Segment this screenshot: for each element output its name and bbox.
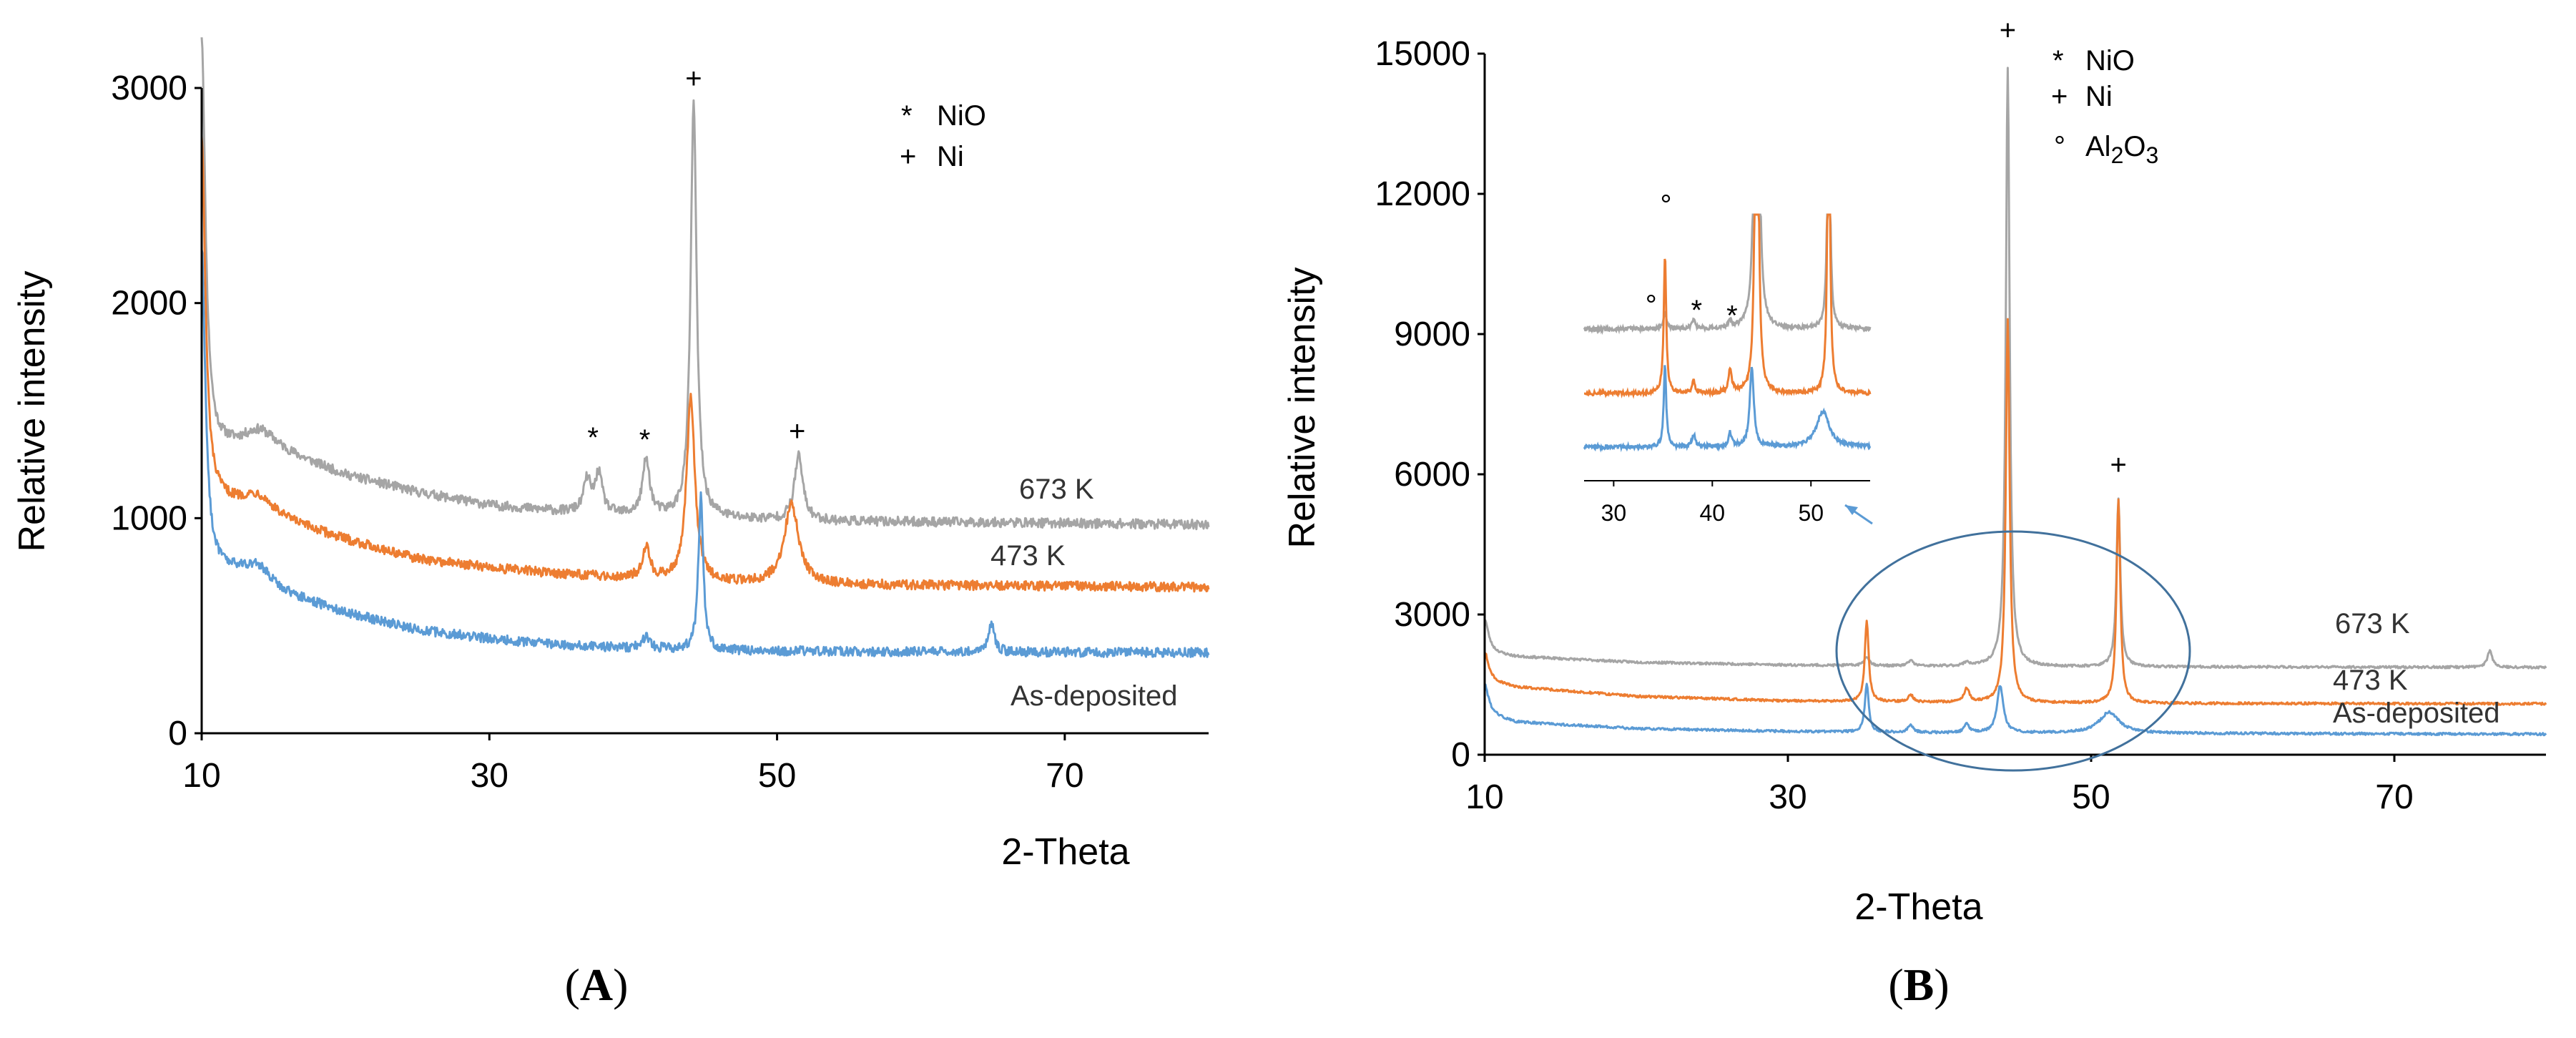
chart-b-ticks: 0 3000 6000 9000 12000 15000 10 30 50 70 (1375, 35, 2414, 816)
panel-a-letter: A (580, 959, 613, 1010)
chart-b-inset: 30 40 50 ° ° * * (1573, 190, 1874, 526)
ytick-label-b-15000: 15000 (1375, 35, 1470, 73)
chart-a-ticks: 0 1000 2000 3000 10 30 50 70 (111, 69, 1083, 795)
inset-background (1573, 215, 1874, 497)
chart-b-x-label: 2-Theta (1854, 886, 1982, 928)
xtick-label-a-50: 50 (758, 757, 796, 795)
ytick-label-a-2000: 2000 (111, 285, 187, 323)
ytick-label-b-12000: 12000 (1375, 175, 1470, 213)
legend-a-text-1: NiO (937, 100, 986, 132)
legend-b-sub-2: 2 (2111, 142, 2124, 168)
legend-b-symbol-2: + (2051, 81, 2068, 112)
panel-b-letter: B (1904, 959, 1935, 1010)
xtick-label-b-10: 10 (1465, 778, 1503, 816)
ytick-label-a-3000: 3000 (111, 69, 187, 107)
peak-marker-a-1: * (587, 422, 599, 454)
chart-a-peak-markers: + * * + (587, 63, 805, 456)
ytick-label-b-0: 0 (1451, 736, 1470, 774)
inset-series-673-k (1583, 213, 1872, 336)
peak-marker-a-0: + (685, 63, 702, 94)
xtick-label-a-30: 30 (471, 757, 508, 795)
legend-b-sub-3: 3 (2146, 142, 2159, 168)
inset-xtick-label-30: 30 (1601, 500, 1627, 526)
ytick-label-b-9000: 9000 (1394, 315, 1470, 353)
legend-b-al: Al (2085, 131, 2111, 162)
inset-series-473-k (1584, 213, 1872, 399)
chart-b-series-group (1483, 67, 2547, 737)
legend-a-symbol-2: + (900, 141, 916, 172)
peak-marker-b-1: + (2110, 449, 2126, 481)
label-b-as-deposited: As-deposited (2333, 697, 2499, 729)
series-b-673-k (1483, 67, 2547, 670)
legend-b-text-1: NiO (2085, 45, 2135, 77)
legend-a-text-2: Ni (937, 141, 964, 172)
xtick-label-b-50: 50 (2072, 778, 2110, 816)
zoom-region-ellipse (1835, 530, 2191, 772)
xtick-label-b-70: 70 (2375, 778, 2413, 816)
chart-b-legend: * NiO + Ni ° Al2O3 (2051, 45, 2158, 168)
legend-b-symbol-3: ° (2054, 131, 2065, 162)
ytick-label-a-1000: 1000 (111, 499, 187, 537)
inset-peak-markers: ° ° * * (1646, 190, 1738, 332)
inset-marker-3: * (1726, 300, 1738, 332)
xtick-label-a-10: 10 (182, 757, 220, 795)
inset-series-group (1583, 213, 1872, 453)
legend-b-o: O (2123, 131, 2145, 162)
ytick-label-b-6000: 6000 (1394, 456, 1470, 494)
chart-a-series-group (200, 37, 1210, 658)
inset-xtick-label-40: 40 (1700, 500, 1726, 526)
inset-connector-arrowhead (1845, 505, 1858, 515)
legend-b-text-3: Al2O3 (2085, 131, 2158, 168)
ytick-label-a-0: 0 (168, 715, 187, 753)
xtick-label-a-70: 70 (1046, 757, 1083, 795)
xtick-label-b-30: 30 (1769, 778, 1806, 816)
legend-b-symbol-1: * (2053, 45, 2064, 77)
series-a-673-k (200, 37, 1210, 531)
panel-a-label: (A) (565, 959, 629, 1010)
inset-marker-0: ° (1660, 190, 1671, 221)
chart-a-legend: * NiO + Ni (900, 100, 986, 172)
chart-a: 0 1000 2000 3000 10 30 50 70 2-Theta Relative i… (11, 37, 1210, 1010)
panel-b-label: (B) (1888, 959, 1949, 1010)
inset-xtick-label-50: 50 (1798, 500, 1824, 526)
label-b-673k: 673 K (2335, 608, 2410, 640)
label-a-673k: 673 K (1019, 474, 1094, 505)
inset-ticks: 30 40 50 (1601, 481, 1824, 526)
peak-marker-b-0: + (2000, 14, 2016, 46)
label-a-473k: 473 K (990, 540, 1066, 572)
inset-marker-1: ° (1646, 290, 1657, 321)
peak-marker-a-3: + (789, 416, 805, 447)
inset-marker-2: * (1691, 295, 1702, 326)
peak-marker-a-2: * (639, 424, 651, 456)
chart-b-y-label: Relative intensity (1282, 267, 1323, 548)
ytick-label-b-3000: 3000 (1394, 596, 1470, 634)
legend-b-text-2: Ni (2085, 81, 2113, 112)
series-b-473-k (1483, 318, 2547, 706)
legend-a-symbol-1: * (901, 100, 913, 132)
chart-b-peak-markers: ++ (2000, 14, 2127, 481)
label-b-473k: 473 K (2333, 665, 2408, 696)
chart-a-y-label: Relative intensity (11, 270, 53, 552)
chart-a-x-label: 2-Theta (1001, 831, 1129, 873)
series-a-as-deposited (200, 249, 1210, 658)
series-b-as-deposited (1484, 682, 2547, 737)
series-a-473-k (200, 135, 1210, 593)
label-a-as-deposited: As-deposited (1011, 680, 1177, 712)
inset-series-as-deposited (1583, 365, 1872, 453)
